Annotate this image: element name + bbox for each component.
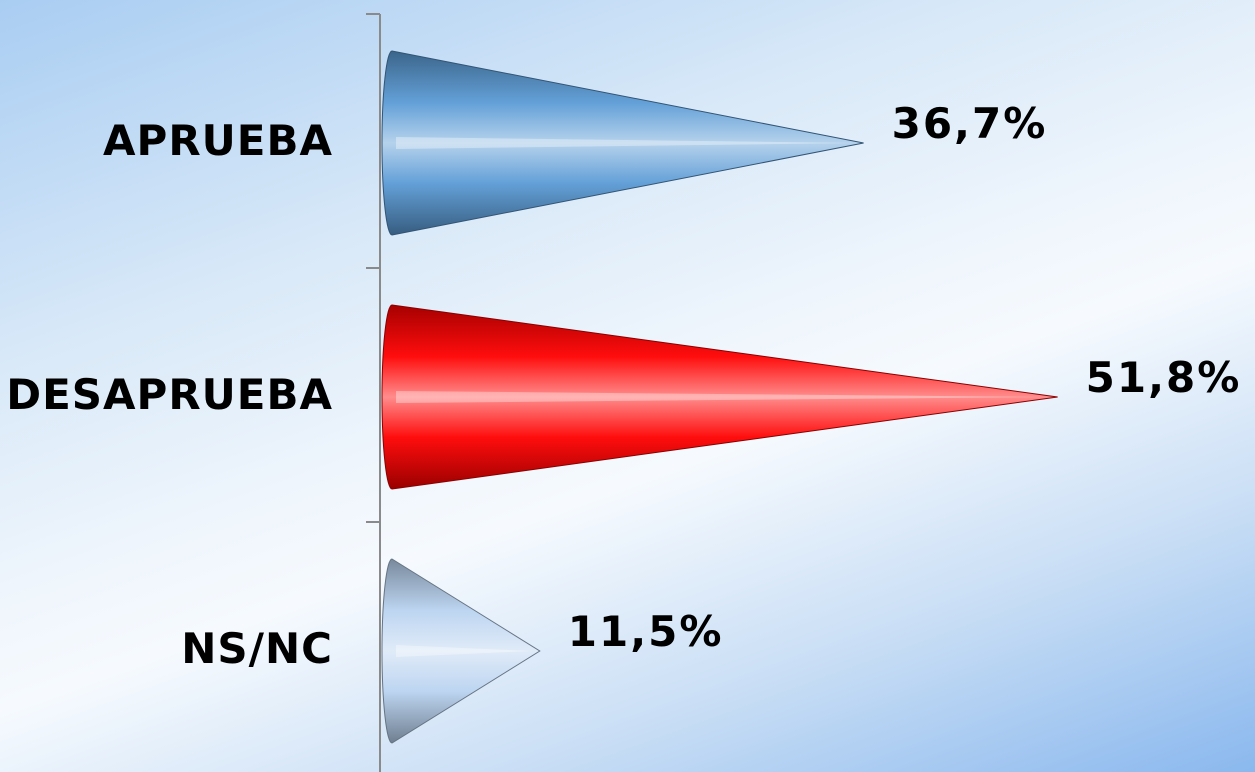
value-label-nsnc: 11,5% [567,607,724,656]
cone-body [381,304,1058,490]
value-label-aprueba: 36,7% [891,99,1048,148]
cone-highlight [396,645,532,657]
category-label-aprueba: APRUEBA [103,116,333,165]
cone-body [381,50,864,236]
category-axis [366,13,381,772]
cone-series [381,50,1058,744]
category-label-nsnc: NS/NC [181,624,333,673]
cone-highlight [396,391,1050,403]
cone-highlight [396,137,856,149]
cone-bar-0 [381,50,864,236]
cone-bar-2 [381,558,541,744]
cone-body [381,558,541,744]
category-label-desaprueba: DESAPRUEBA [6,370,333,419]
cone-bar-1 [381,304,1058,490]
value-label-desaprueba: 51,8% [1085,353,1242,402]
